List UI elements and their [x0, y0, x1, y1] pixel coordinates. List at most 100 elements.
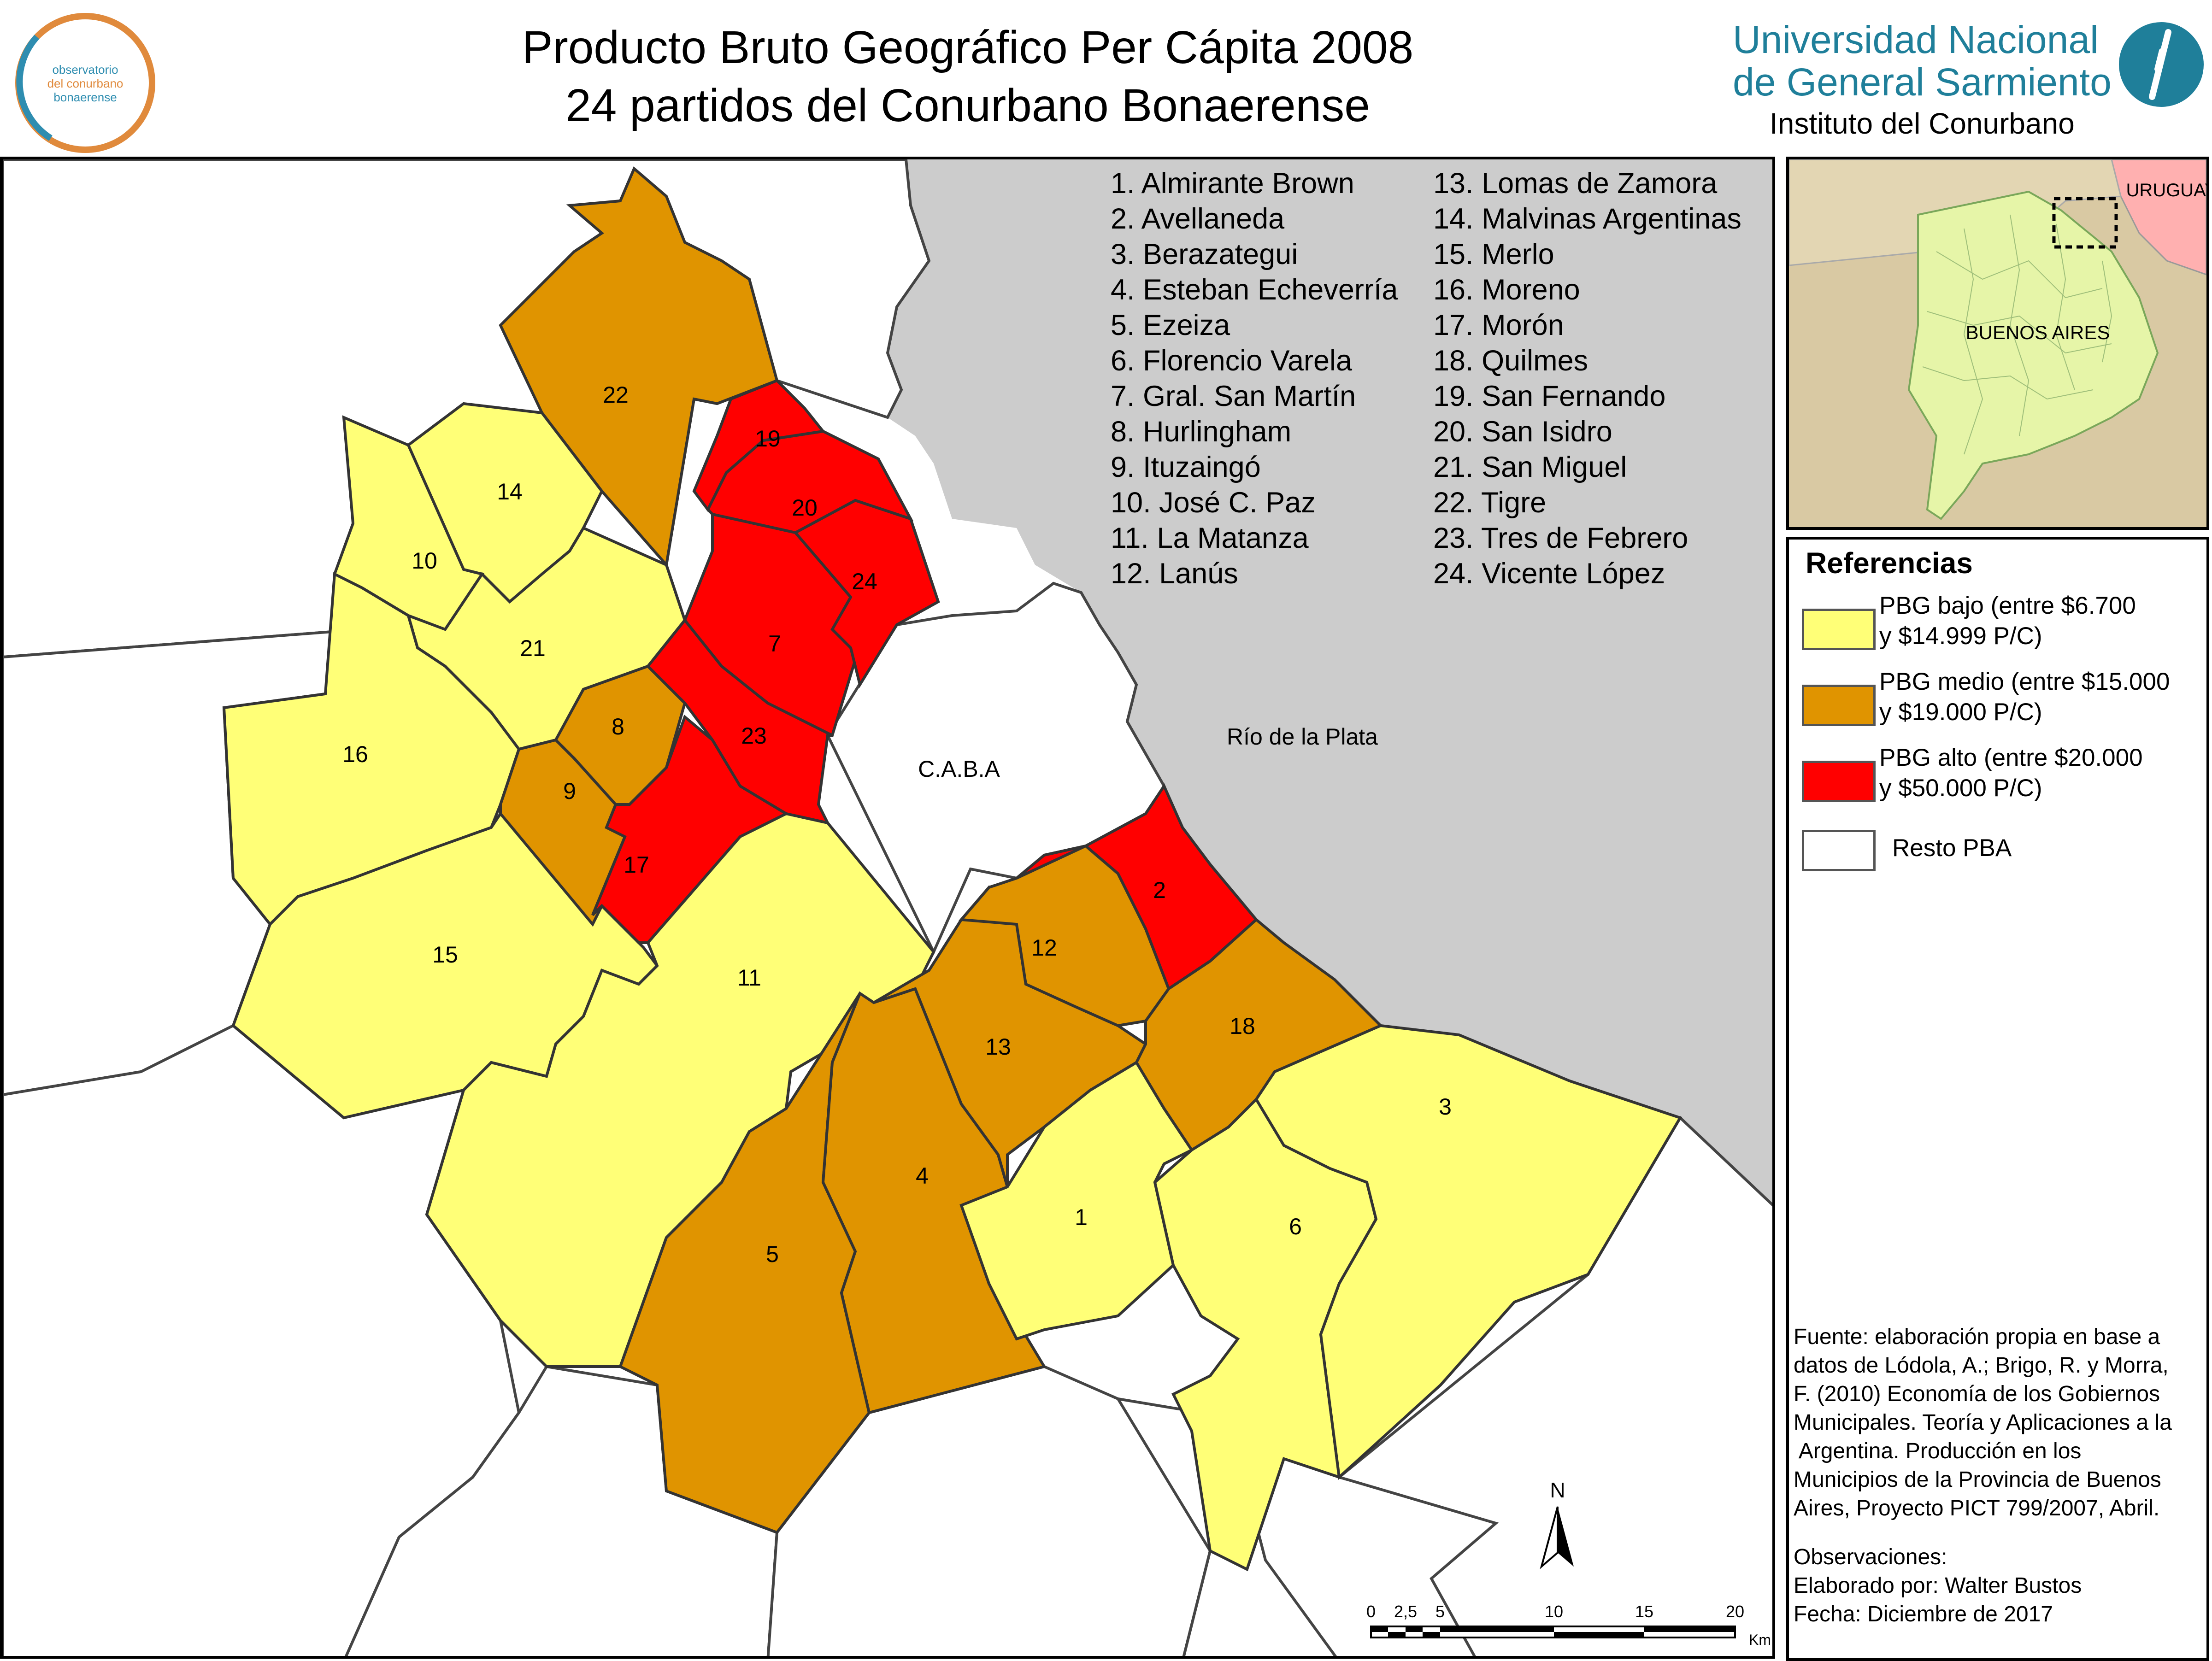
rio-de-la-plata-water	[888, 159, 1772, 1205]
label-11: 11	[737, 965, 761, 991]
list-item: 11. La Matanza	[1111, 522, 1309, 554]
legend-text-alto-1: PBG alto (entre $20.000	[1879, 744, 2143, 771]
buenos-aires-province	[1907, 190, 2159, 520]
title-line-1: Producto Bruto Geográfico Per Cápita 200…	[522, 22, 1414, 73]
rio-label: Río de la Plata	[1227, 724, 1378, 750]
source-line: datos de Lódola, A.; Brigo, R. y Morra,	[1794, 1353, 2169, 1378]
title-line-2: 24 partidos del Conurbano Bonaerense	[565, 80, 1370, 131]
legend-text-bajo-2: y $14.999 P/C)	[1879, 622, 2042, 650]
list-column-2: 13. Lomas de Zamora 14. Malvinas Argenti…	[1433, 166, 1741, 592]
surrounding-partido	[1336, 1115, 1772, 1656]
legend-item-bajo: PBG bajo (entre $6.700 y $14.999 P/C)	[1802, 590, 2207, 669]
scale-tick-5: 5	[1435, 1602, 1445, 1621]
label-4: 4	[916, 1163, 929, 1189]
list-item: 18. Quilmes	[1433, 345, 1588, 377]
author-line: Elaborado por: Walter Bustos	[1794, 1573, 2082, 1598]
label-5: 5	[766, 1241, 779, 1267]
observations-title: Observaciones:	[1794, 1545, 1947, 1569]
list-item: 10. José C. Paz	[1111, 487, 1316, 519]
source-line: Municipios de la Provincia de Buenos	[1794, 1467, 2161, 1492]
label-8: 8	[612, 714, 624, 740]
legend-panel: Referencias PBG bajo (entre $6.700 y $14…	[1786, 537, 2209, 1661]
label-23: 23	[741, 723, 767, 749]
legend-item-alto: PBG alto (entre $20.000 y $50.000 P/C)	[1802, 742, 2207, 821]
label-17: 17	[624, 852, 649, 878]
legend-text-bajo-1: PBG bajo (entre $6.700	[1879, 592, 2136, 619]
source-line: Fuente: elaboración propia en base a	[1794, 1325, 2160, 1349]
source-line: Municipales. Teoría y Aplicaciones a la	[1794, 1410, 2172, 1435]
list-item: 12. Lanús	[1111, 558, 1238, 590]
label-14: 14	[497, 479, 523, 505]
list-column-1: 1. Almirante Brown 2. Avellaneda 3. Bera…	[1111, 166, 1398, 592]
list-item: 5. Ezeiza	[1111, 309, 1230, 341]
list-item: 14. Malvinas Argentinas	[1433, 203, 1741, 235]
source-line: Argentina. Producción en los	[1794, 1439, 2082, 1463]
caba-label: C.A.B.A	[918, 756, 1000, 782]
map-canvas: 1 2 3 4 5 6 7 8 9 10 11 12 13 14 15 16 1…	[3, 159, 1772, 1656]
label-12: 12	[1031, 935, 1057, 961]
scale-tick-2-5: 2,5	[1394, 1602, 1417, 1621]
source-line: Aires, Proyecto PICT 799/2007, Abril.	[1794, 1496, 2160, 1520]
legend-swatch-medio	[1802, 685, 1876, 726]
label-13: 13	[985, 1034, 1011, 1060]
partido-2	[1016, 783, 1259, 991]
legend-text-alto-2: y $50.000 P/C)	[1879, 775, 2042, 802]
label-2: 2	[1153, 877, 1166, 903]
scale-tick-10: 10	[1545, 1602, 1563, 1621]
scale-unit: Km	[1749, 1632, 1771, 1648]
ungs-line3: Instituto del Conurbano	[1770, 107, 2075, 140]
label-7: 7	[768, 631, 781, 657]
legend-item-medio: PBG medio (entre $15.000 y $19.000 P/C)	[1802, 666, 2207, 745]
list-item: 1. Almirante Brown	[1111, 167, 1354, 200]
list-item: 19. San Fernando	[1433, 380, 1666, 412]
north-label: N	[1550, 1478, 1565, 1502]
label-1: 1	[1075, 1204, 1088, 1230]
label-16: 16	[342, 741, 368, 767]
ungs-emblem-icon	[2119, 22, 2204, 107]
list-item: 22. Tigre	[1433, 487, 1547, 519]
list-item: 8. Hurlingham	[1111, 416, 1292, 448]
label-21: 21	[520, 635, 546, 661]
list-item: 2. Avellaneda	[1111, 203, 1285, 235]
list-item: 9. Ituzaingó	[1111, 451, 1261, 483]
north-arrow: N	[1530, 1474, 1585, 1576]
legend-item-resto: Resto PBA	[1802, 825, 2207, 904]
ocb-logo-line2: del conurbano	[47, 76, 124, 90]
list-item: 13. Lomas de Zamora	[1433, 167, 1718, 200]
label-15: 15	[432, 942, 458, 968]
buenos-aires-label: BUENOS AIRES	[1966, 322, 2110, 343]
legend-swatch-alto	[1802, 761, 1876, 802]
list-item: 16. Moreno	[1433, 274, 1580, 306]
ungs-line1: Universidad Nacional	[1733, 18, 2099, 61]
label-22: 22	[603, 382, 629, 408]
legend-text-medio-1: PBG medio (entre $15.000	[1879, 668, 2170, 695]
north-arrow-icon	[1558, 1507, 1574, 1567]
ungs-logo: Universidad Nacional de General Sarmient…	[1733, 14, 2207, 147]
label-3: 3	[1439, 1094, 1452, 1120]
list-item: 6. Florencio Varela	[1111, 345, 1353, 377]
inset-locator-map: URUGUAY BUENOS AIRES	[1786, 157, 2209, 530]
observatorio-logo: observatorio del conurbano bonaerense	[9, 9, 161, 157]
ungs-line2: de General Sarmiento	[1733, 60, 2112, 104]
label-19: 19	[755, 426, 781, 452]
map-title: Producto Bruto Geográfico Per Cápita 200…	[369, 18, 1567, 135]
list-item: 24. Vicente López	[1433, 558, 1665, 590]
ocb-logo-line3: bonaerense	[53, 90, 117, 104]
resto-pba-partidos	[3, 159, 1772, 1656]
label-18: 18	[1230, 1013, 1255, 1039]
label-20: 20	[792, 495, 818, 521]
label-10: 10	[412, 548, 437, 574]
scale-bar: 0 2,5 5 10 15 20 Km	[1355, 1599, 1788, 1654]
source-notes: Fuente: elaboración propia en base a dat…	[1794, 1323, 2208, 1629]
label-24: 24	[852, 569, 877, 594]
list-item: 21. San Miguel	[1433, 451, 1627, 483]
legend-swatch-resto	[1802, 830, 1876, 871]
list-item: 17. Morón	[1433, 309, 1564, 341]
scale-tick-15: 15	[1635, 1602, 1653, 1621]
scale-tick-0: 0	[1366, 1602, 1376, 1621]
list-item: 15. Merlo	[1433, 238, 1554, 270]
source-line: F. (2010) Economía de los Gobiernos	[1794, 1382, 2160, 1406]
list-item: 23. Tres de Febrero	[1433, 522, 1688, 554]
legend-title: Referencias	[1806, 546, 1973, 580]
list-item: 4. Esteban Echeverría	[1111, 274, 1398, 306]
